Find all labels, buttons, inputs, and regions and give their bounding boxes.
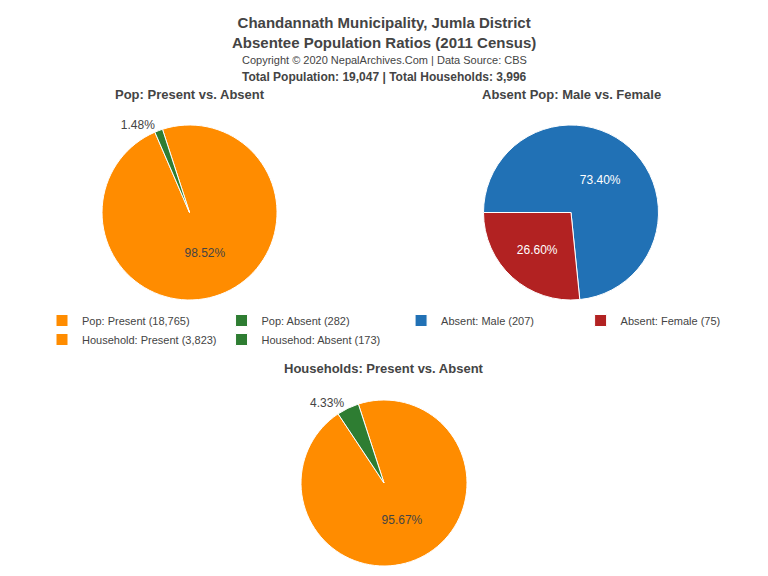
svg-text:95.67%: 95.67% bbox=[382, 513, 423, 527]
svg-text:Households: Present vs. Absent: Households: Present vs. Absent bbox=[284, 361, 484, 376]
svg-text:Pop: Absent (282): Pop: Absent (282) bbox=[262, 315, 350, 327]
svg-text:98.52%: 98.52% bbox=[184, 246, 225, 260]
svg-text:Pop: Present (18,765): Pop: Present (18,765) bbox=[82, 315, 190, 327]
svg-text:26.60%: 26.60% bbox=[517, 243, 558, 257]
svg-text:Pop: Present vs. Absent: Pop: Present vs. Absent bbox=[115, 87, 265, 102]
svg-text:Absent: Male (207): Absent: Male (207) bbox=[441, 315, 534, 327]
svg-text:Copyright © 2020 NepalArchives: Copyright © 2020 NepalArchives.Com | Dat… bbox=[242, 54, 527, 66]
svg-text:Absent Pop: Male vs. Female: Absent Pop: Male vs. Female bbox=[482, 87, 661, 102]
svg-text:Total Population: 19,047 | Tot: Total Population: 19,047 | Total Househo… bbox=[242, 70, 527, 84]
svg-text:Absent: Female (75): Absent: Female (75) bbox=[621, 315, 721, 327]
svg-text:73.40%: 73.40% bbox=[580, 173, 621, 187]
svg-text:Househod: Absent (173): Househod: Absent (173) bbox=[262, 334, 381, 346]
svg-text:4.33%: 4.33% bbox=[310, 396, 344, 410]
svg-text:Household: Present (3,823): Household: Present (3,823) bbox=[82, 334, 217, 346]
svg-text:1.48%: 1.48% bbox=[121, 118, 155, 132]
svg-text:Chandannath Municipality, Juml: Chandannath Municipality, Jumla District… bbox=[232, 14, 536, 51]
